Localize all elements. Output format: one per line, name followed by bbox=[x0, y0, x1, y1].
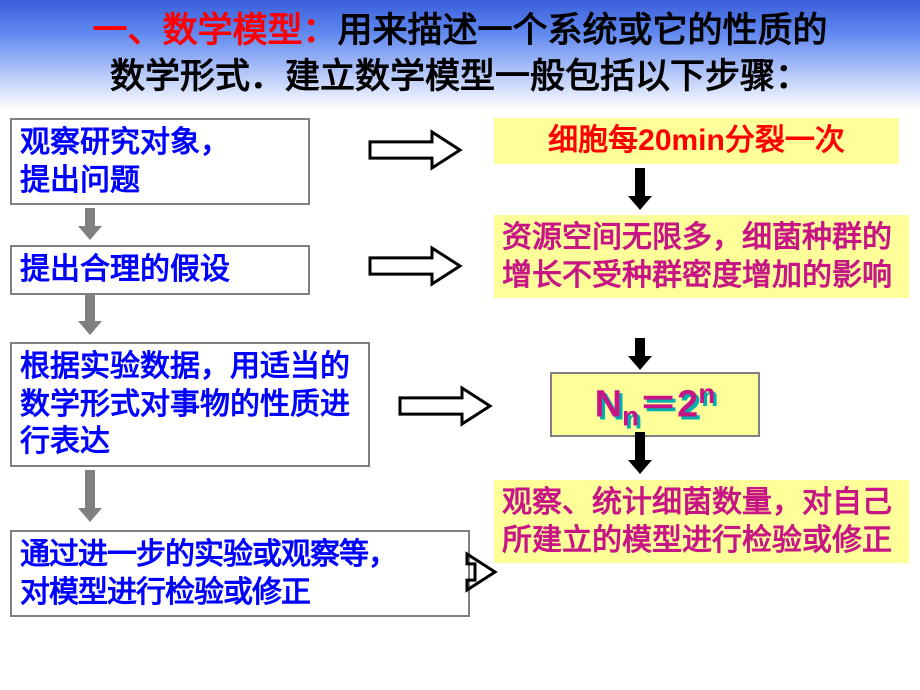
left-step-2: 提出合理的假设 bbox=[10, 245, 310, 295]
header-prefix: 一、数学模型： bbox=[92, 11, 337, 50]
header-banner: 一、数学模型：用来描述一个系统或它的性质的 数学形式．建立数学模型一般包括以下步… bbox=[0, 0, 920, 110]
left-step-3: 根据实验数据，用适当的数学形式对事物的性质进行表达 bbox=[10, 342, 370, 467]
header-line-2: 数学形式．建立数学模型一般包括以下步骤： bbox=[30, 54, 890, 100]
right-step-1: 细胞每20min分裂一次 bbox=[494, 118, 899, 164]
right-step-4: 观察、统计细菌数量，对自己所建立的模型进行检验或修正 bbox=[494, 480, 909, 563]
formula-eq: ＝ bbox=[639, 384, 677, 426]
header-rest-1: 用来描述一个系统或它的性质的 bbox=[338, 11, 828, 50]
left-step-4: 通过进一步的实验或观察等，对模型进行检验或修正 bbox=[10, 530, 470, 617]
left-step-1: 观察研究对象，提出问题 bbox=[10, 118, 310, 205]
right-step-1-text: 细胞每20min分裂一次 bbox=[548, 124, 845, 157]
formula-base: N bbox=[595, 384, 622, 426]
right-step-2: 资源空间无限多，细菌种群的增长不受种群密度增加的影响 bbox=[494, 215, 909, 298]
diagram-area: 观察研究对象，提出问题 提出合理的假设 根据实验数据，用适当的数学形式对事物的性… bbox=[0, 110, 920, 690]
formula-sub: n bbox=[622, 400, 639, 431]
formula-sup: n bbox=[698, 378, 715, 409]
header-line-1: 一、数学模型：用来描述一个系统或它的性质的 bbox=[30, 8, 890, 54]
formula-expression: Nn＝2n bbox=[595, 376, 716, 433]
right-step-3-formula: Nn＝2n bbox=[550, 372, 760, 437]
formula-val: 2 bbox=[677, 384, 698, 426]
